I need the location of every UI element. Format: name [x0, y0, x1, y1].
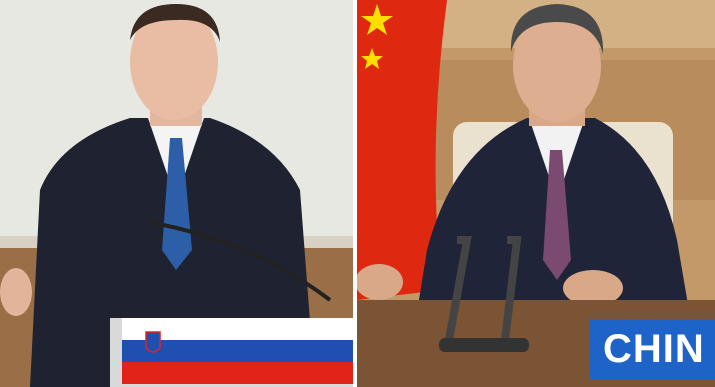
slovenia-coat-of-arms-icon: [145, 331, 161, 353]
flag-star-small-icon: [361, 48, 383, 69]
speaker-hair: [510, 4, 604, 54]
nameplate: CHIN: [589, 319, 715, 379]
slovenia-flag-red: [122, 362, 353, 384]
speaker-head: [513, 10, 601, 122]
microphone: [147, 220, 332, 302]
flag-star-icon: [361, 4, 393, 35]
speaker-tie: [543, 150, 571, 280]
left-scene: [0, 0, 353, 387]
right-speaker-photo: CHIN: [357, 0, 715, 387]
china-flag: [357, 0, 447, 300]
speaker-hair: [130, 4, 220, 42]
microphone-left: [445, 236, 472, 341]
photo-divider: [353, 0, 357, 387]
left-speaker-photo: [0, 0, 353, 387]
slovenia-flag-white: [122, 318, 353, 340]
microphone-right: [501, 236, 522, 341]
slovenia-flag-blue: [122, 340, 353, 362]
speaker-left-hand: [357, 264, 403, 300]
speaker-tie: [162, 138, 192, 270]
speaker-hand: [0, 268, 32, 316]
speaker-right-hand: [563, 270, 623, 306]
speaker-head: [130, 4, 218, 120]
microphone-base: [439, 338, 529, 352]
